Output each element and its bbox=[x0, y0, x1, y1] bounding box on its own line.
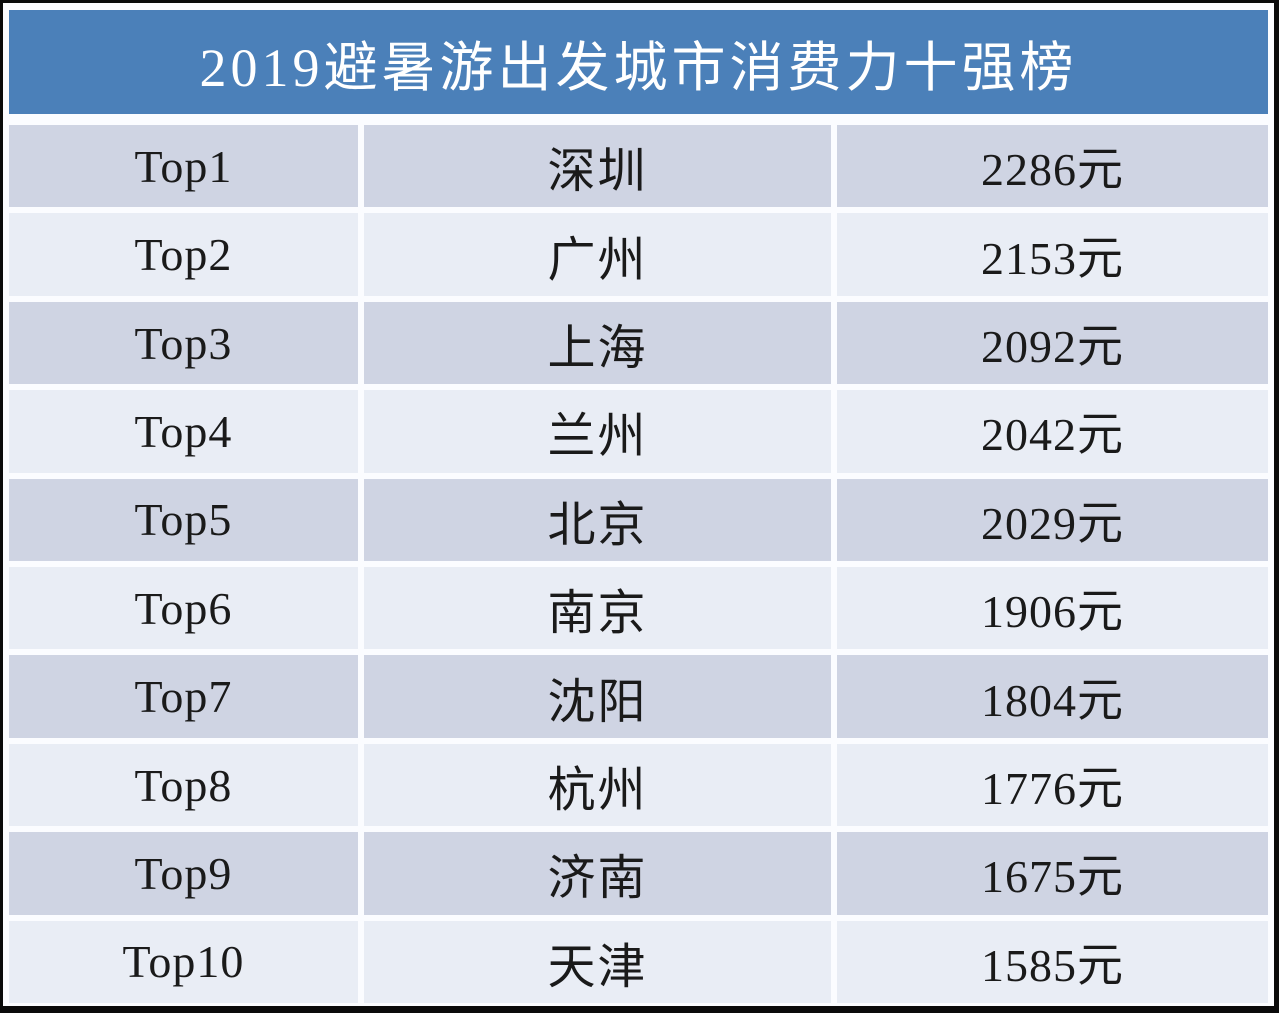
rank-cell: Top6 bbox=[9, 567, 358, 650]
city-cell: 兰州 bbox=[364, 390, 831, 473]
table-row: Top6 南京 1906元 bbox=[9, 567, 1268, 650]
price-cell: 1675元 bbox=[837, 832, 1268, 915]
rank-cell: Top8 bbox=[9, 743, 358, 827]
city-cell: 杭州 bbox=[364, 743, 831, 827]
price-cell: 2029元 bbox=[837, 478, 1268, 562]
rank-cell: Top5 bbox=[9, 478, 358, 562]
rank-cell: Top9 bbox=[9, 832, 358, 915]
city-cell: 南京 bbox=[364, 567, 831, 650]
table-row: Top2 广州 2153元 bbox=[9, 213, 1268, 296]
city-cell: 上海 bbox=[364, 301, 831, 385]
price-cell: 1776元 bbox=[837, 743, 1268, 827]
price-cell: 2286元 bbox=[837, 125, 1268, 208]
table-row: Top1 深圳 2286元 bbox=[9, 125, 1268, 208]
price-cell: 2092元 bbox=[837, 301, 1268, 385]
title-bar: 2019避暑游出发城市消费力十强榜 bbox=[9, 10, 1268, 114]
ranking-table: Top1 深圳 2286元 Top2 广州 2153元 Top3 上海 2092… bbox=[9, 125, 1268, 1004]
infographic-canvas: 2019避暑游出发城市消费力十强榜 Top1 深圳 2286元 Top2 广州 … bbox=[3, 3, 1274, 1006]
city-cell: 沈阳 bbox=[364, 655, 831, 738]
price-cell: 1585元 bbox=[837, 920, 1268, 1004]
city-cell: 济南 bbox=[364, 832, 831, 915]
table-title: 2019避暑游出发城市消费力十强榜 bbox=[199, 37, 1078, 98]
table-row: Top7 沈阳 1804元 bbox=[9, 655, 1268, 738]
city-cell: 天津 bbox=[364, 920, 831, 1004]
city-cell: 深圳 bbox=[364, 125, 831, 208]
table-row: Top5 北京 2029元 bbox=[9, 478, 1268, 562]
city-cell: 北京 bbox=[364, 478, 831, 562]
table-row: Top10 天津 1585元 bbox=[9, 920, 1268, 1004]
table-row: Top4 兰州 2042元 bbox=[9, 390, 1268, 473]
price-cell: 2042元 bbox=[837, 390, 1268, 473]
table-row: Top3 上海 2092元 bbox=[9, 301, 1268, 385]
table-row: Top8 杭州 1776元 bbox=[9, 743, 1268, 827]
rank-cell: Top7 bbox=[9, 655, 358, 738]
rank-cell: Top2 bbox=[9, 213, 358, 296]
rank-cell: Top3 bbox=[9, 301, 358, 385]
price-cell: 1906元 bbox=[837, 567, 1268, 650]
rank-cell: Top10 bbox=[9, 920, 358, 1004]
table-row: Top9 济南 1675元 bbox=[9, 832, 1268, 915]
city-cell: 广州 bbox=[364, 213, 831, 296]
rank-cell: Top1 bbox=[9, 125, 358, 208]
rank-cell: Top4 bbox=[9, 390, 358, 473]
price-cell: 1804元 bbox=[837, 655, 1268, 738]
price-cell: 2153元 bbox=[837, 213, 1268, 296]
